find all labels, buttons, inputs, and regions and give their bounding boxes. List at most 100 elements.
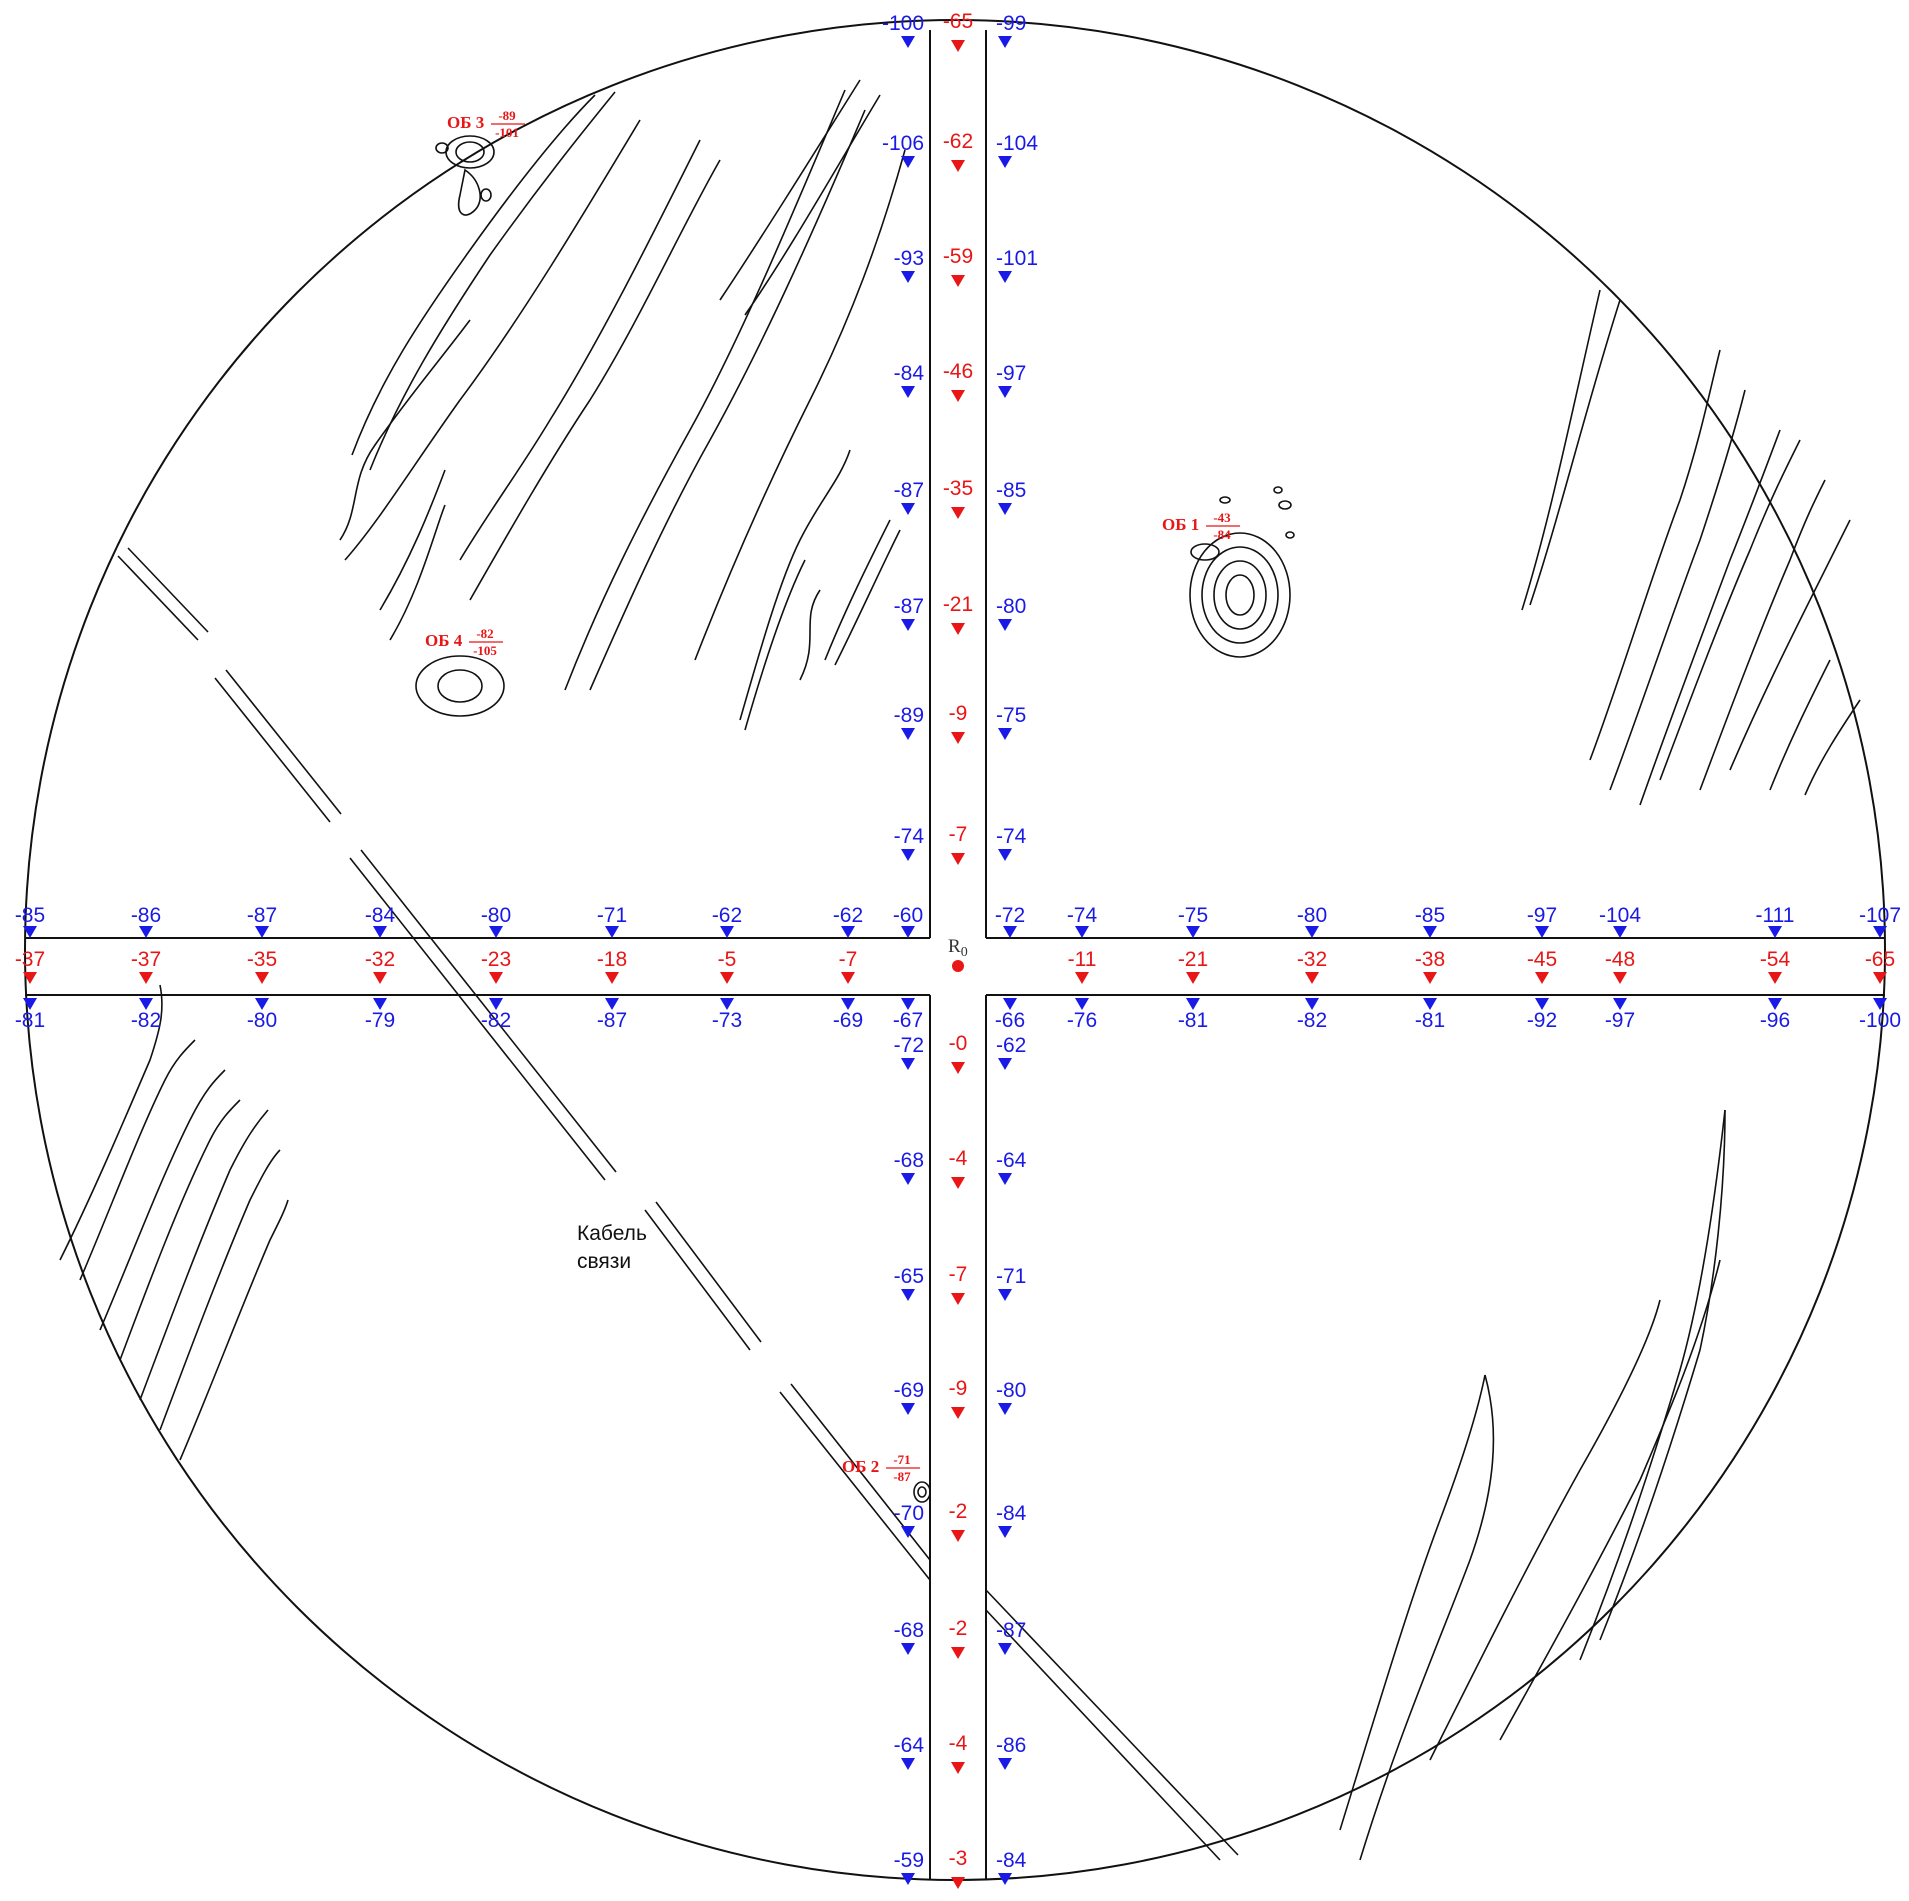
south-right-value: -62 [996, 1034, 1026, 1057]
north-left-marker [901, 156, 915, 168]
south-left-value: -70 [894, 1502, 924, 1525]
south-left-value: -68 [894, 1619, 924, 1642]
east-center-value: -54 [1760, 948, 1791, 971]
west-top-marker [255, 926, 269, 938]
north-right-value: -75 [996, 704, 1026, 727]
west-bottom-marker [720, 998, 734, 1010]
south-right-marker [998, 1403, 1012, 1415]
south-right-value: -86 [996, 1734, 1026, 1757]
seabed-ripples [59, 79, 1861, 1861]
south-right-marker [998, 1526, 1012, 1538]
east-center-value: -32 [1297, 948, 1327, 971]
north-right-marker [998, 271, 1012, 283]
west-top-marker [901, 926, 915, 938]
east-bottom-value: -76 [1067, 1009, 1097, 1032]
west-bottom-marker [23, 998, 37, 1010]
west-top-value: -71 [597, 904, 627, 927]
east-bottom-marker [1075, 998, 1089, 1010]
west-bottom-value: -81 [15, 1009, 45, 1032]
object-label-4: ОБ 4 -82 -105 [425, 626, 503, 658]
east-center-value: -38 [1415, 948, 1445, 971]
north-right-marker [998, 728, 1012, 740]
south-left-value: -65 [894, 1265, 924, 1288]
west-top-value: -62 [712, 904, 742, 927]
east-top-marker [1075, 926, 1089, 938]
north-left-value: -106 [882, 132, 924, 155]
north-right-marker [998, 619, 1012, 631]
north-right-value: -85 [996, 479, 1026, 502]
east-bottom-value: -81 [1178, 1009, 1208, 1032]
south-center-marker [951, 1407, 965, 1419]
south-right-value: -84 [996, 1502, 1027, 1525]
north-center-marker [951, 732, 965, 744]
north-center-value: -65 [943, 10, 973, 33]
south-center-value: -2 [949, 1617, 968, 1640]
west-center-marker [841, 972, 855, 984]
south-right-marker [998, 1289, 1012, 1301]
south-left-value: -69 [894, 1379, 924, 1402]
south-left-marker [901, 1058, 915, 1070]
south-center-value: -3 [949, 1847, 968, 1870]
south-right-value: -71 [996, 1265, 1026, 1288]
south-left-marker [901, 1289, 915, 1301]
north-center-marker [951, 507, 965, 519]
west-center-value: -37 [15, 948, 45, 971]
west-center-marker [23, 972, 37, 984]
north-center-marker [951, 275, 965, 287]
south-center-value: -4 [949, 1732, 968, 1755]
north-center-marker [951, 853, 965, 865]
west-top-value: -60 [893, 904, 923, 927]
east-bottom-value: -100 [1859, 1009, 1901, 1032]
west-bottom-value: -82 [481, 1009, 511, 1032]
object-numerator: -43 [1213, 510, 1231, 525]
north-left-marker [901, 619, 915, 631]
east-top-marker [1003, 926, 1017, 938]
east-center-marker [1768, 972, 1782, 984]
north-center-value: -9 [949, 702, 968, 725]
north-right-value: -104 [996, 132, 1038, 155]
object-label-2: ОБ 2 -71 -87 [842, 1452, 920, 1484]
east-bottom-value: -82 [1297, 1009, 1327, 1032]
west-top-marker [489, 926, 503, 938]
east-center-marker [1873, 972, 1887, 984]
west-center-marker [255, 972, 269, 984]
east-top-marker [1186, 926, 1200, 938]
south-left-value: -68 [894, 1149, 924, 1172]
north-right-value: -74 [996, 825, 1027, 848]
profile-corridors [25, 30, 1885, 1880]
origin-label: R0 [948, 936, 968, 960]
west-bottom-value: -69 [833, 1009, 863, 1032]
south-center-marker [951, 1062, 965, 1074]
object-denominator: -105 [473, 643, 497, 658]
west-bottom-value: -82 [131, 1009, 161, 1032]
north-right-marker [998, 503, 1012, 515]
north-right-value: -99 [996, 12, 1026, 35]
west-top-marker [23, 926, 37, 938]
west-bottom-marker [605, 998, 619, 1010]
object-labels: ОБ 1 -43 -84 ОБ 2 -71 -87 ОБ 3 -89 -101 ОБ 4 -82 -1… [425, 108, 1240, 1484]
depth-values: -100 -65 -99 -106 -62 -104 -93 -59 -101 -84 -46 -97… [15, 10, 1901, 1889]
west-bottom-marker [373, 998, 387, 1010]
north-left-marker [901, 503, 915, 515]
north-center-value: -35 [943, 477, 973, 500]
west-top-value: -84 [365, 904, 396, 927]
north-center-marker [951, 623, 965, 635]
south-right-value: -80 [996, 1379, 1026, 1402]
south-center-marker [951, 1647, 965, 1659]
object-name: ОБ 1 [1162, 515, 1199, 534]
south-right-value: -84 [996, 1849, 1027, 1872]
west-bottom-value: -87 [597, 1009, 627, 1032]
north-right-value: -101 [996, 247, 1038, 270]
north-left-marker [901, 271, 915, 283]
north-left-value: -87 [894, 595, 924, 618]
east-bottom-marker [1186, 998, 1200, 1010]
object-name: ОБ 2 [842, 1457, 879, 1476]
north-center-value: -62 [943, 130, 973, 153]
west-center-value: -18 [597, 948, 627, 971]
west-center-marker [489, 972, 503, 984]
cable-label-line1: Кабель [577, 1222, 647, 1245]
object-ob3-contour [435, 135, 495, 216]
east-center-value: -45 [1527, 948, 1557, 971]
south-left-marker [901, 1403, 915, 1415]
